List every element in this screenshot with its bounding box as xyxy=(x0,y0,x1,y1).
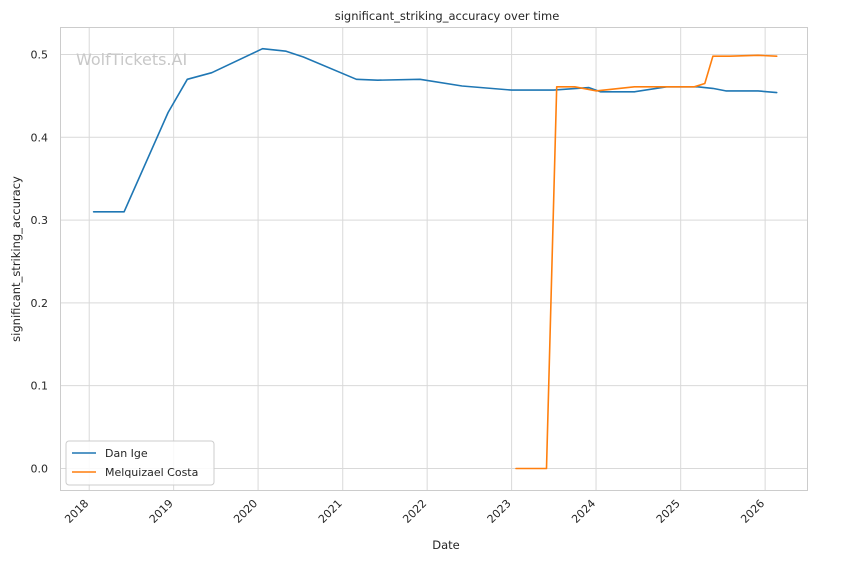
grid xyxy=(61,28,807,490)
y-axis-title: significant_striking_accuracy xyxy=(9,176,23,342)
legend-label-dan-ige: Dan Ige xyxy=(105,447,148,460)
x-tick-label: 2018 xyxy=(62,497,91,526)
watermark: WolfTickets.AI xyxy=(76,50,187,69)
legend: Dan Ige Melquizael Costa xyxy=(65,440,215,486)
x-tick-label: 2019 xyxy=(147,497,176,526)
x-tick-label: 2020 xyxy=(231,497,260,526)
x-tick-label: 2026 xyxy=(738,497,767,526)
x-axis-ticks: 2018 2019 2020 2021 2022 2023 2024 2025 2026 xyxy=(62,497,767,526)
y-tick-label: 0.3 xyxy=(31,214,49,227)
y-tick-label: 0.4 xyxy=(31,131,49,144)
legend-box xyxy=(65,440,215,486)
plot-frame xyxy=(60,27,808,491)
y-axis-ticks: 0.0 0.1 0.2 0.3 0.4 0.5 xyxy=(31,48,49,475)
series-line-melquizael-costa xyxy=(515,54,778,470)
y-tick-label: 0.5 xyxy=(31,48,49,61)
y-tick-label: 0.2 xyxy=(31,297,49,310)
x-tick-label: 2025 xyxy=(654,497,683,526)
series-line-dan-ige xyxy=(92,47,778,213)
series-lines xyxy=(92,47,778,470)
legend-label-melquizael-costa: Melquizael Costa xyxy=(105,466,198,479)
x-tick-label: 2023 xyxy=(485,497,514,526)
y-tick-label: 0.1 xyxy=(31,380,49,393)
x-axis-title: Date xyxy=(432,538,460,552)
x-tick-label: 2022 xyxy=(400,497,429,526)
y-tick-label: 0.0 xyxy=(31,462,49,475)
x-tick-label: 2024 xyxy=(569,497,598,526)
chart-title: significant_striking_accuracy over time xyxy=(335,9,560,23)
x-tick-label: 2021 xyxy=(316,497,345,526)
